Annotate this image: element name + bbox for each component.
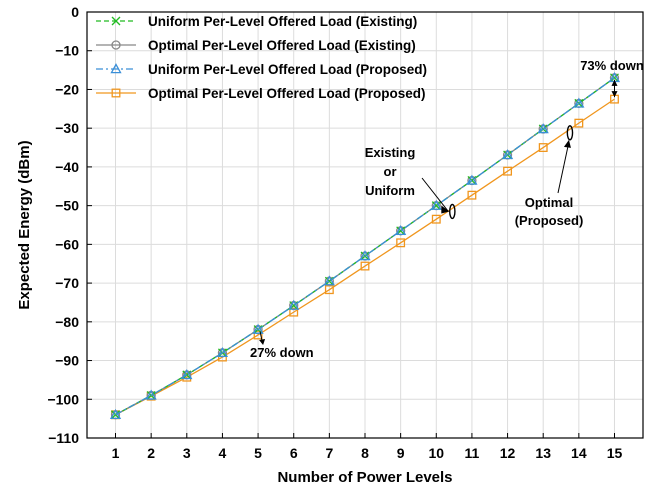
annotation-arrowhead-optimal bbox=[563, 139, 571, 148]
legend-label: Optimal Per-Level Offered Load (Existing… bbox=[148, 38, 416, 53]
annotation-ellipse-existing bbox=[449, 203, 456, 220]
legend-label: Uniform Per-Level Offered Load (Proposed… bbox=[148, 62, 427, 77]
arrow-head bbox=[611, 79, 618, 86]
data-point bbox=[252, 323, 264, 334]
data-point bbox=[574, 118, 584, 128]
data-point bbox=[288, 299, 300, 310]
data-point bbox=[430, 199, 442, 210]
x-tick-label: 4 bbox=[219, 445, 227, 461]
annotation-27-down: 27% down bbox=[250, 345, 314, 360]
arrow-head bbox=[611, 91, 618, 98]
annotation-optimal-proposed: (Proposed) bbox=[515, 213, 584, 228]
x-tick-label: 1 bbox=[112, 445, 120, 461]
y-tick-label: −20 bbox=[55, 81, 79, 97]
x-axis-label: Number of Power Levels bbox=[277, 469, 452, 486]
y-tick-label: −40 bbox=[55, 159, 79, 175]
x-tick-label: 5 bbox=[254, 445, 262, 461]
x-tick-label: 11 bbox=[465, 445, 480, 461]
arrow-73-down bbox=[611, 79, 618, 98]
annotation-optimal-proposed: Optimal bbox=[525, 195, 573, 210]
x-tick-label: 7 bbox=[325, 445, 333, 461]
legend-swatch-marker bbox=[111, 16, 121, 26]
legend-swatch-marker bbox=[111, 40, 121, 50]
legend-swatch-marker bbox=[111, 88, 121, 98]
data-point bbox=[503, 166, 513, 176]
x-tick-label: 2 bbox=[147, 445, 155, 461]
y-tick-label: −90 bbox=[55, 353, 79, 369]
legend: Uniform Per-Level Offered Load (Existing… bbox=[96, 14, 427, 101]
x-tick-label: 12 bbox=[500, 445, 516, 461]
arrow-27-down bbox=[259, 331, 266, 345]
annotation-ellipse-optimal bbox=[566, 125, 574, 141]
axis-ticks: 1 2 3 4 5 6 7 8 9 10 11 12 13 14 150−10−20−30−40−50−60… bbox=[47, 4, 622, 461]
data-point bbox=[253, 330, 263, 340]
data-point bbox=[395, 224, 407, 236]
data-point bbox=[145, 389, 157, 400]
annotation-arrow-optimal bbox=[557, 141, 570, 194]
y-tick-label: −80 bbox=[55, 314, 79, 330]
data-point bbox=[501, 149, 514, 160]
legend-entry-4: Optimal Per-Level Offered Load (Proposed… bbox=[96, 86, 426, 101]
legend-label: Optimal Per-Level Offered Load (Proposed… bbox=[148, 86, 426, 101]
legend-entry-3: Uniform Per-Level Offered Load (Proposed… bbox=[96, 62, 427, 77]
x-tick-label: 3 bbox=[183, 445, 191, 461]
series-line bbox=[115, 77, 615, 416]
data-point bbox=[216, 346, 229, 358]
x-tick-label: 10 bbox=[428, 445, 444, 461]
arrow-shaft bbox=[259, 331, 263, 342]
legend-label: Uniform Per-Level Offered Load (Existing… bbox=[148, 14, 417, 29]
x-tick-label: 15 bbox=[607, 445, 623, 461]
y-tick-label: −100 bbox=[47, 391, 79, 407]
x-tick-label: 13 bbox=[535, 445, 551, 461]
data-point bbox=[538, 143, 548, 152]
legend-swatch-marker bbox=[110, 63, 122, 74]
data-point bbox=[431, 214, 441, 224]
legend-entry-1: Uniform Per-Level Offered Load (Existing… bbox=[96, 14, 417, 29]
y-tick-label: −70 bbox=[55, 275, 79, 291]
data-point bbox=[289, 301, 299, 311]
annotation-existing-or-uniform: or bbox=[384, 164, 397, 179]
data-point bbox=[537, 123, 549, 134]
data-point bbox=[289, 307, 299, 317]
annotation-73-down: 73% down bbox=[580, 58, 644, 73]
y-tick-label: −30 bbox=[55, 120, 79, 136]
annotations: 73% down 27% down Existing or Uniform Optimal… bbox=[250, 58, 644, 360]
arrow-head bbox=[259, 338, 266, 345]
marker-stroke bbox=[111, 16, 121, 26]
data-point bbox=[396, 238, 406, 248]
series-line bbox=[115, 98, 615, 416]
y-tick-label: −60 bbox=[55, 236, 79, 252]
data-point bbox=[467, 190, 477, 200]
annotation-arrowhead-existing bbox=[441, 205, 450, 214]
data-point bbox=[360, 261, 370, 271]
data-point bbox=[573, 97, 585, 108]
legend-entry-2: Optimal Per-Level Offered Load (Existing… bbox=[96, 38, 416, 53]
x-tick-label: 14 bbox=[571, 445, 587, 461]
x-tick-label: 8 bbox=[361, 445, 369, 461]
marker-stroke bbox=[289, 301, 299, 311]
y-tick-label: −50 bbox=[55, 198, 79, 214]
x-tick-label: 6 bbox=[290, 445, 298, 461]
y-tick-label: −10 bbox=[55, 43, 79, 59]
annotation-existing-or-uniform: Uniform bbox=[365, 183, 415, 198]
data-point bbox=[109, 408, 122, 420]
grid-lines bbox=[87, 11, 643, 439]
y-axis-label: Expected Energy (dBm) bbox=[16, 140, 33, 309]
y-tick-label: −110 bbox=[48, 430, 79, 446]
data-point bbox=[324, 285, 334, 295]
annotation-arrow-existing bbox=[421, 177, 449, 212]
x-tick-label: 9 bbox=[397, 445, 405, 461]
y-tick-label: 0 bbox=[71, 4, 79, 20]
annotation-existing-or-uniform: Existing bbox=[365, 145, 416, 160]
data-point bbox=[466, 174, 478, 185]
data-point bbox=[181, 369, 193, 380]
data-point bbox=[359, 250, 371, 261]
data-point bbox=[323, 275, 335, 286]
